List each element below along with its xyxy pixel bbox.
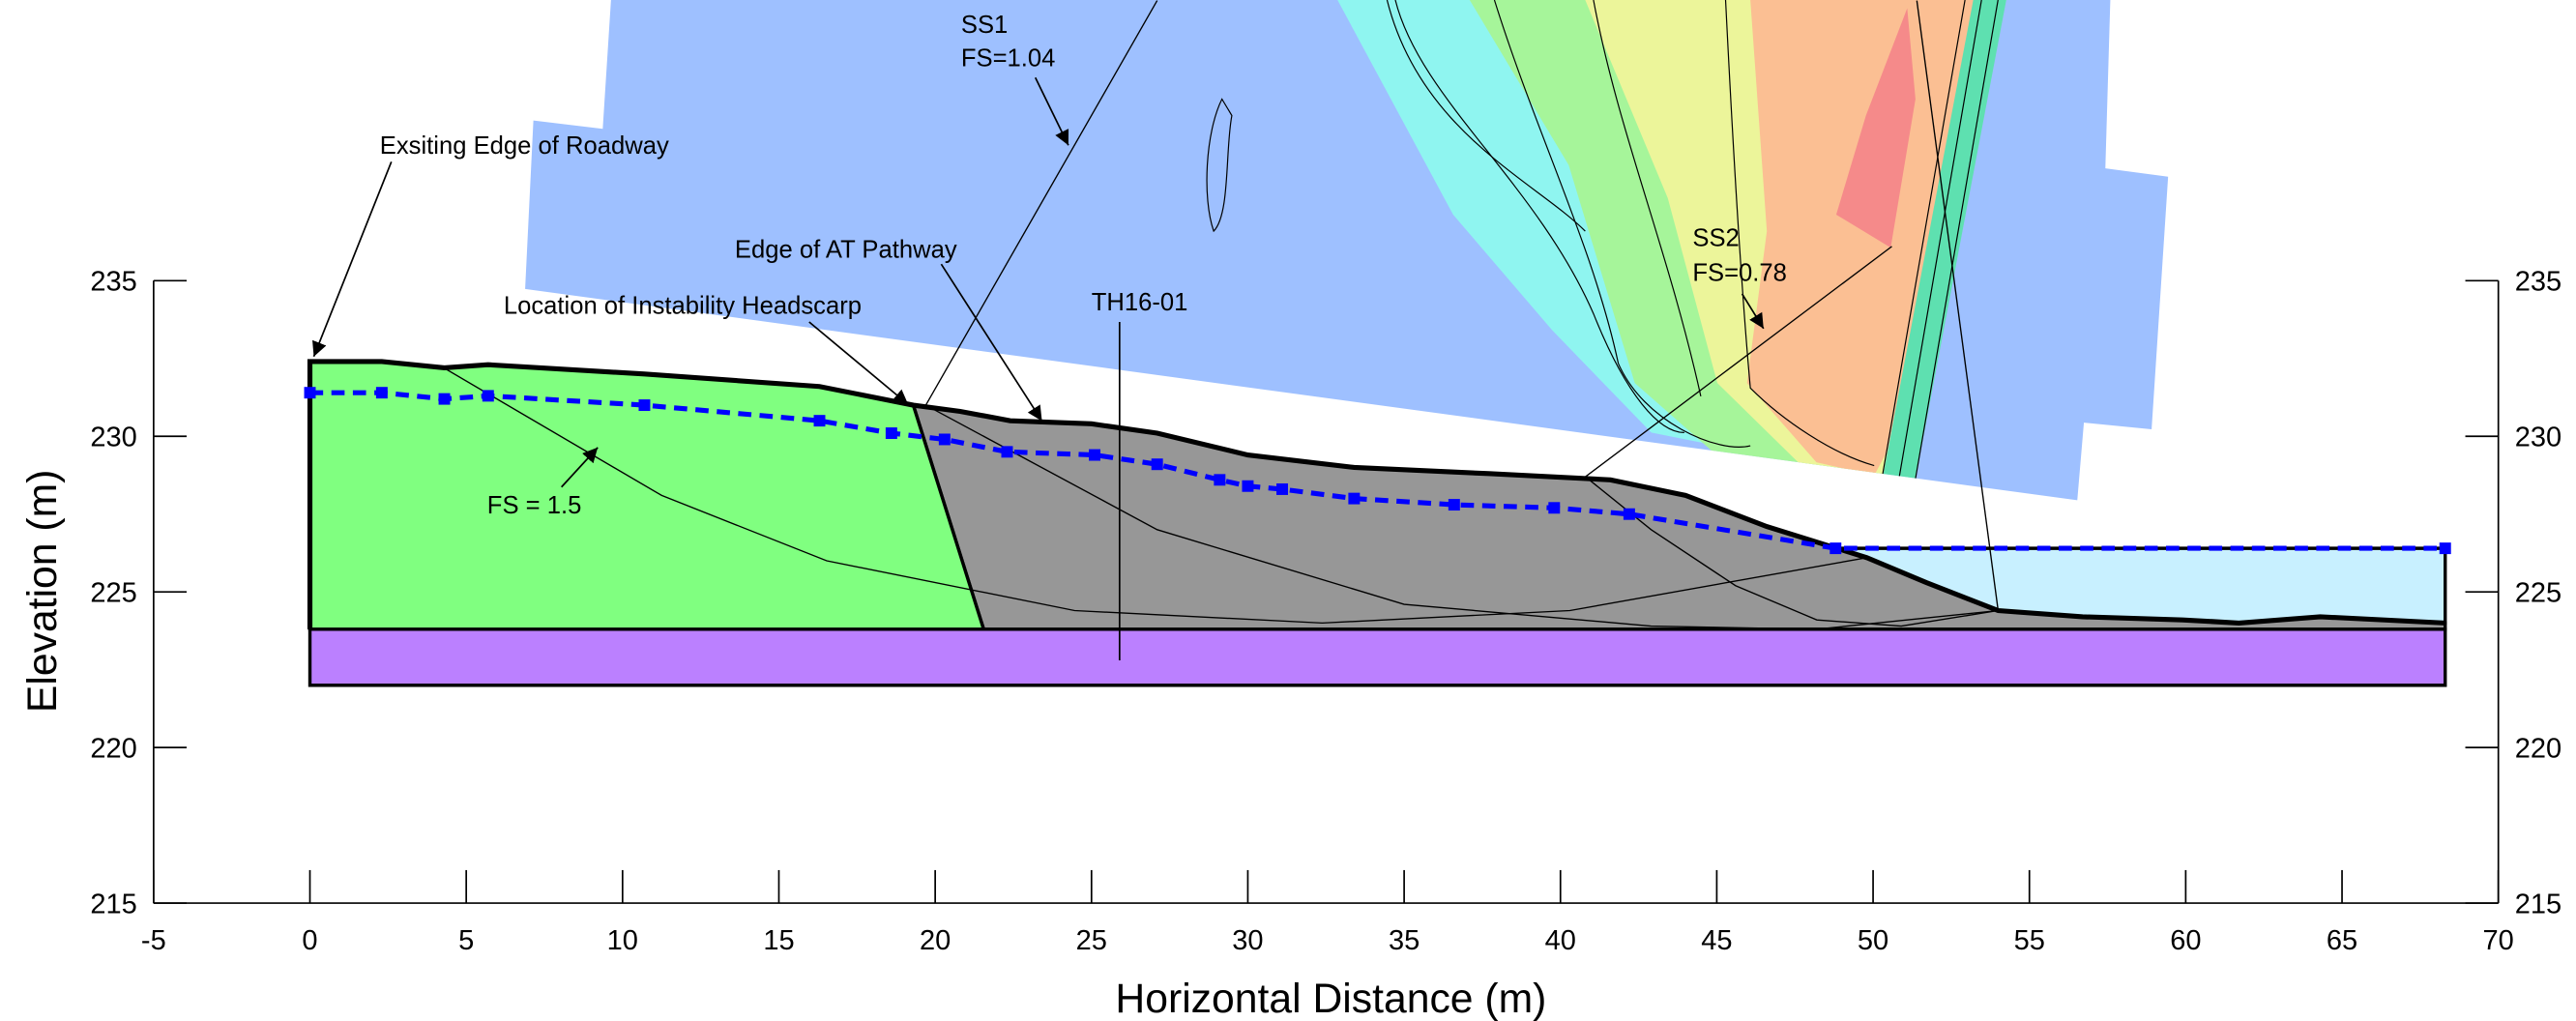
water-table-point: [1449, 499, 1460, 510]
water-table-point: [886, 427, 897, 439]
annotation: TH16-01: [1092, 289, 1188, 316]
water-table-point: [1214, 474, 1225, 485]
y-axis-title: Elevation (m): [19, 470, 66, 713]
y-tick-label: 230: [90, 422, 136, 452]
y-tick-label: 215: [90, 889, 136, 919]
water-table-point: [814, 415, 826, 426]
annotation: FS = 1.5: [487, 492, 582, 519]
water-table-point: [1624, 509, 1635, 520]
annotation: FS=1.04: [961, 44, 1056, 72]
x-tick-label: 20: [920, 925, 951, 956]
x-tick-label: 30: [1232, 925, 1263, 956]
water-table-point: [376, 387, 388, 398]
x-tick-label: 70: [2483, 925, 2514, 956]
x-tick-label: 55: [2014, 925, 2045, 956]
y-tick-label: 220: [2515, 733, 2561, 764]
x-tick-label: 0: [302, 925, 317, 956]
annotation: Exsiting Edge of Roadway: [380, 132, 669, 160]
water-table-point: [638, 399, 650, 411]
x-tick-label: 50: [1858, 925, 1888, 956]
water-table-point: [1348, 493, 1360, 505]
y-tick-label: 220: [90, 733, 136, 764]
water-table-point: [939, 433, 951, 445]
water-table-point: [439, 394, 451, 405]
x-tick-label: 10: [607, 925, 638, 956]
annotation: Location of Instability Headscarp: [504, 292, 862, 319]
x-axis-title: Horizontal Distance (m): [1115, 976, 1546, 1021]
y-tick-label: 215: [2515, 889, 2561, 919]
y-tick-label: 235: [2515, 267, 2561, 298]
x-tick-label: 15: [763, 925, 794, 956]
x-tick-label: 60: [2170, 925, 2201, 956]
annotation: SS1: [961, 12, 1008, 39]
page: {"chart_data": {"type": "line", "x_label…: [0, 0, 2576, 1021]
annotation: FS=0.78: [1692, 259, 1787, 286]
x-tick-label: 35: [1389, 925, 1420, 956]
chart: Exsiting Edge of Roadway Edge of AT Path…: [0, 0, 2576, 1021]
x-tick-label: 65: [2327, 925, 2357, 956]
annotation: SS2: [1692, 224, 1739, 251]
water-table-point: [1002, 446, 1013, 457]
annotation: Edge of AT Pathway: [735, 236, 957, 263]
y-tick-label: 225: [2515, 577, 2561, 608]
water-table-point: [1152, 458, 1163, 470]
water-table-point: [483, 390, 494, 401]
water-table-point: [1830, 542, 1841, 554]
x-tick-label: 25: [1076, 925, 1107, 956]
water-table-point: [1276, 483, 1288, 495]
water-table-point: [1242, 481, 1253, 492]
x-tick-label: 45: [1701, 925, 1732, 956]
y-tick-label: 235: [90, 267, 136, 298]
water-table-point: [2440, 542, 2451, 554]
water-table-point: [305, 387, 316, 398]
material-region: [310, 629, 2445, 686]
x-tick-label: -5: [141, 925, 166, 956]
water-table-point: [1089, 450, 1100, 461]
water-table-point: [1548, 502, 1560, 513]
x-tick-label: 40: [1545, 925, 1576, 956]
y-tick-label: 225: [90, 577, 136, 608]
y-tick-label: 230: [2515, 422, 2561, 452]
x-tick-label: 5: [458, 925, 474, 956]
